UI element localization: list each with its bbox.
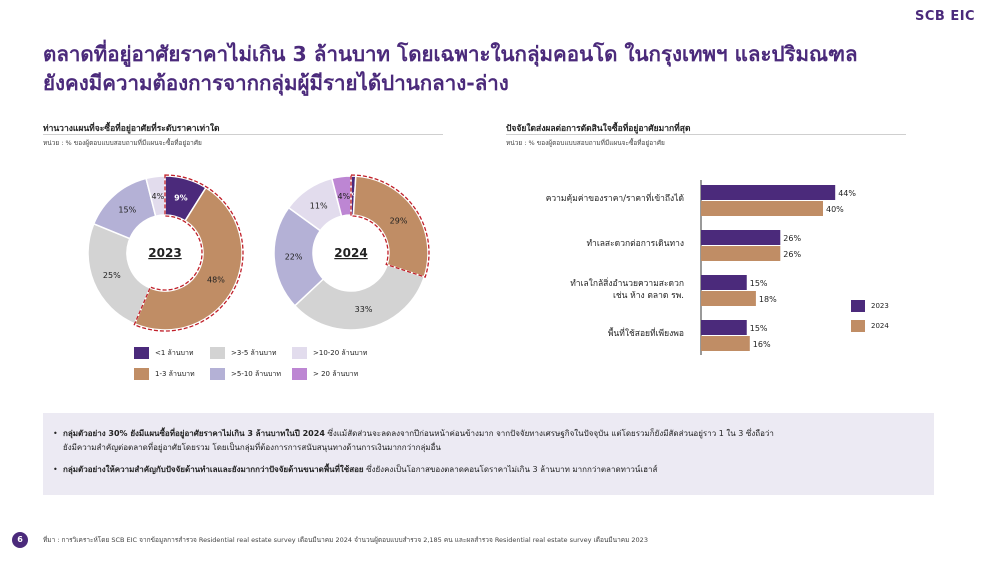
finding-1-text: ซึ่งแม้สัดส่วนจะลดลงจากปีก่อนหน้าค่อนข้า… [324, 429, 774, 438]
bar-value-label: 16% [753, 340, 771, 349]
bar [701, 201, 823, 216]
slice-label: 11% [310, 201, 328, 210]
donut-year-label: 2023 [148, 246, 181, 260]
title-line-2: ยังคงมีความต้องการจากกลุ่มผู้มีรายได้ปาน… [43, 71, 509, 95]
key-findings-box: • กลุ่มตัวอย่าง 30% ยังมีแผนซื้อที่อยู่อ… [43, 413, 934, 495]
scb-eic-logo: SCB EIC [915, 9, 976, 24]
bar [701, 246, 781, 261]
legend-label: 1-3 ล้านบาท [155, 370, 195, 378]
legend-label: 2024 [871, 322, 889, 330]
legend-label: <1 ล้านบาท [155, 349, 194, 357]
bar [701, 275, 747, 290]
bar-value-label: 44% [838, 189, 856, 198]
finding-2-bold: กลุ่มตัวอย่างให้ความสำคัญกับปัจจัยด้านทำ… [63, 465, 364, 474]
legend-item-gt20m: > 20 ล้านบาท [292, 368, 358, 380]
bar-value-label: 15% [750, 279, 768, 288]
slice-label: 4% [152, 192, 165, 201]
donut-slice [145, 175, 166, 218]
legend-label: >10-20 ล้านบาท [313, 349, 368, 357]
title-line-1: ตลาดที่อยู่อาศัยราคาไม่เกิน 3 ล้านบาท โด… [43, 42, 858, 66]
legend-swatch [851, 320, 865, 332]
finding-bullet-2: • กลุ่มตัวอย่างให้ความสำคัญกับปัจจัยด้าน… [53, 463, 913, 477]
donut-year-label: 2024 [334, 246, 367, 260]
finding-2-text: ซึ่งยังคงเป็นโอกาสของตลาดคอนโดราคาไม่เกิ… [363, 465, 658, 474]
legend-swatch [134, 347, 149, 359]
bar-value-label: 26% [783, 234, 801, 243]
legend-swatch [851, 300, 865, 312]
bar-value-label: 40% [826, 205, 844, 214]
slice-label: 48% [207, 276, 225, 285]
slice-label: 25% [103, 271, 121, 280]
legend-swatch [134, 368, 149, 380]
right-chart-heading: ปัจจัยใดส่งผลต่อการตัดสินใจซื้อที่อยู่อา… [506, 124, 691, 134]
page-number: 6 [12, 532, 28, 548]
highlight-outline [350, 174, 430, 278]
bar [701, 291, 756, 306]
source-note: ที่มา : การวิเคราะห์โดย SCB EIC จากข้อมู… [43, 536, 648, 544]
donut-slice [87, 222, 152, 325]
legend-item-3-5m: >3-5 ล้านบาท [210, 347, 277, 359]
bar-category-label: ทำเลใกล้สิ่งอำนวยความสะดวกเช่น ห้าง ตลาด… [570, 278, 684, 302]
legend-item-5-10m: >5-10 ล้านบาท [210, 368, 281, 380]
legend-item-1-3m: 1-3 ล้านบาท [134, 368, 195, 380]
left-heading-divider [43, 134, 443, 135]
legend-label: >3-5 ล้านบาท [231, 349, 277, 357]
bar-value-label: 18% [759, 295, 777, 304]
bar-legend-2023: 2023 [851, 300, 889, 312]
legend-swatch [210, 368, 225, 380]
finding-1-bold: กลุ่มตัวอย่าง 30% ยังมีแผนซื้อที่อยู่อาศ… [63, 429, 325, 438]
legend-item-lt1m: <1 ล้านบาท [134, 347, 194, 359]
bar-category-line: เช่น ห้าง ตลาด รพ. [612, 291, 684, 301]
left-chart-heading: ท่านวางแผนที่จะซื้อที่อยู่อาศัยที่ระดับร… [43, 124, 220, 134]
donut-slice [293, 263, 426, 331]
bullet-dot: • [53, 465, 58, 474]
legend-swatch [292, 347, 307, 359]
page-title: ตลาดที่อยู่อาศัยราคาไม่เกิน 3 ล้านบาท โด… [43, 40, 953, 98]
bar-category-line: ความคุ้มค่าของราคา/ราคาที่เข้าถึงได้ [545, 194, 684, 204]
legend-swatch [210, 347, 225, 359]
bar-value-label: 26% [783, 250, 801, 259]
slice-label: 1% [346, 192, 360, 201]
legend-label: >5-10 ล้านบาท [231, 370, 281, 378]
slice-label: 9% [174, 194, 188, 203]
donut-slice [133, 186, 243, 331]
bar-category-line: ทำเลสะดวกต่อการเดินทาง [586, 239, 684, 249]
slice-label: 22% [285, 253, 303, 262]
bar-category-label: พื้นที่ใช้สอยที่เพียงพอ [608, 328, 684, 340]
legend-label: > 20 ล้านบาท [313, 370, 359, 378]
bullet-dot: • [53, 429, 58, 438]
right-heading-divider [506, 134, 906, 135]
right-chart-unit: หน่วย : % ของผู้ตอบแบบสอบถามที่มีแผนจะซื… [506, 139, 665, 147]
slice-label: 4% [337, 192, 350, 201]
bar-category-line: พื้นที่ใช้สอยที่เพียงพอ [607, 329, 684, 339]
finding-bullet-1: • กลุ่มตัวอย่าง 30% ยังมีแผนซื้อที่อยู่อ… [53, 427, 913, 455]
bar [701, 185, 836, 200]
left-chart-unit: หน่วย : % ของผู้ตอบแบบสอบถามที่มีแผนจะซื… [43, 139, 202, 147]
bar-category-label: ความคุ้มค่าของราคา/ราคาที่เข้าถึงได้ [546, 193, 684, 205]
slice-label: 29% [390, 217, 408, 226]
donut-slice [352, 175, 429, 278]
bar [701, 230, 781, 245]
bar [701, 320, 747, 335]
legend-swatch [292, 368, 307, 380]
bar [701, 336, 750, 351]
bar-legend-2024: 2024 [851, 320, 889, 332]
bar-category-line: ทำเลใกล้สิ่งอำนวยความสะดวก [570, 279, 684, 289]
legend-label: 2023 [871, 302, 889, 310]
slice-label: 15% [118, 206, 136, 215]
bar-category-label: ทำเลสะดวกต่อการเดินทาง [586, 238, 684, 250]
highlight-outline [133, 174, 244, 332]
legend-item-10-20m: >10-20 ล้านบาท [292, 347, 367, 359]
finding-1-text-2: ยังมีความสำคัญต่อตลาดที่อยู่อาศัยโดยรวม … [63, 443, 441, 452]
bar-value-label: 15% [750, 324, 768, 333]
slice-label: 33% [355, 305, 373, 314]
